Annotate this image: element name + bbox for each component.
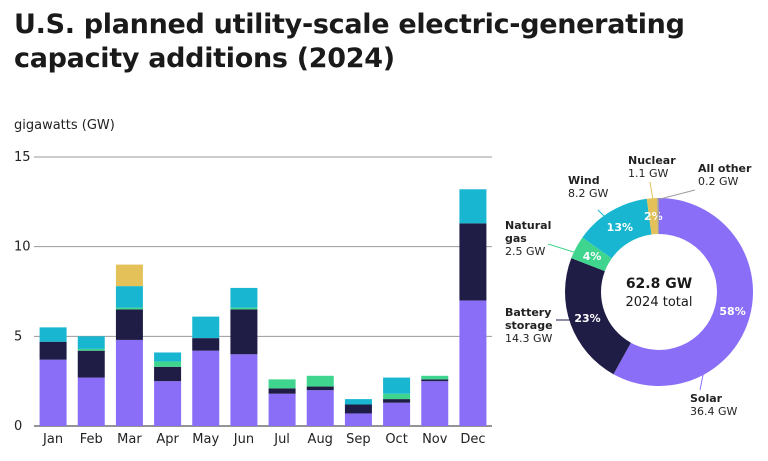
x-tick-label: Jan (42, 432, 63, 447)
callout-name: gas (505, 232, 527, 245)
callout-name: Solar (690, 392, 723, 405)
bar-nov-solar (421, 381, 449, 426)
donut-slice-nuclear (646, 198, 658, 235)
bar-jul-battery-storage (268, 388, 296, 394)
bar-aug-natural-gas (306, 375, 334, 387)
x-tick-label: Jun (233, 432, 254, 447)
bar-mar-battery-storage (115, 309, 143, 340)
x-tick-label: Nov (422, 432, 448, 447)
bar-oct-solar (383, 402, 411, 426)
y-tick-label: 5 (14, 329, 22, 344)
bar-may-solar (192, 350, 220, 426)
bar-aug-solar (306, 390, 334, 426)
callout-line (547, 243, 581, 255)
bar-sep-solar (344, 413, 372, 426)
callout-line (597, 209, 615, 227)
bar-jan-wind (39, 327, 67, 342)
callout-name: Nuclear (628, 154, 676, 167)
callout-line (659, 189, 696, 200)
donut-total-value: 62.8 GW (626, 276, 692, 292)
callout-value: 36.4 GW (690, 405, 738, 418)
bar-mar-wind (115, 286, 143, 308)
bar-mar-natural-gas (115, 307, 143, 310)
donut-percent-label: 2% (644, 210, 663, 223)
bar-dec-solar (459, 300, 487, 426)
callout-value: 8.2 GW (568, 187, 609, 200)
x-tick-label: Feb (80, 432, 103, 447)
y-tick-label: 15 (14, 150, 31, 165)
donut-total-label: 2024 total (626, 295, 693, 310)
x-tick-label: Dec (460, 432, 485, 447)
bar-mar-solar (115, 339, 143, 426)
donut-percent-label: 4% (583, 250, 602, 263)
x-tick-label: Mar (117, 432, 142, 447)
x-tick-label: Sep (346, 432, 371, 447)
bar-jul-natural-gas (268, 379, 296, 389)
bar-oct-natural-gas (383, 393, 411, 400)
x-tick-label: Aug (308, 432, 333, 447)
bar-dec-battery-storage (459, 223, 487, 301)
bar-dec-wind (459, 189, 487, 224)
bar-sep-wind (344, 399, 372, 405)
callout-line (699, 349, 709, 391)
bar-apr-natural-gas (154, 361, 182, 367)
x-tick-label: May (192, 432, 219, 447)
bar-jun-battery-storage (230, 309, 258, 355)
bar-apr-wind (154, 352, 182, 362)
bar-may-wind (192, 316, 220, 339)
donut-slice-all-other (657, 198, 659, 235)
callout-value: 14.3 GW (505, 332, 553, 345)
bar-feb-battery-storage (77, 350, 105, 378)
callout-value: 2.5 GW (505, 245, 546, 258)
callout-name: Battery (505, 306, 551, 319)
donut-slice-natural (571, 237, 612, 272)
bar-may-battery-storage (192, 338, 220, 351)
donut-slice-battery (565, 258, 631, 375)
bar-nov-natural-gas (421, 375, 449, 380)
x-tick-label: Oct (385, 432, 407, 447)
bar-jun-wind (230, 287, 258, 308)
bar-jun-natural-gas (230, 307, 258, 310)
bar-mar-nuclear (115, 264, 143, 287)
x-tick-label: Jul (273, 432, 290, 447)
bar-oct-wind (383, 377, 411, 394)
bar-jul-solar (268, 393, 296, 426)
donut-slice-wind (582, 198, 652, 259)
callout-name: storage (505, 319, 553, 332)
bar-feb-wind (77, 336, 105, 349)
bar-feb-solar (77, 377, 105, 426)
donut-slice-solar (613, 198, 753, 386)
callout-value: 1.1 GW (628, 167, 669, 180)
y-tick-label: 0 (14, 419, 22, 434)
donut-percent-label: 23% (574, 312, 600, 325)
callout-value: 0.2 GW (698, 175, 739, 188)
bar-jan-solar (39, 359, 67, 426)
callout-name: Natural (505, 219, 551, 232)
chart-title: U.S. planned utility-scale electric-gene… (14, 9, 685, 74)
bar-oct-battery-storage (383, 399, 411, 403)
bar-apr-solar (154, 381, 182, 426)
bar-nov-battery-storage (421, 379, 449, 382)
callout-name: All other (698, 162, 752, 175)
donut-percent-label: 13% (607, 221, 633, 234)
bar-feb-natural-gas (77, 348, 105, 351)
x-tick-label: Apr (156, 432, 179, 447)
bar-aug-battery-storage (306, 386, 334, 391)
bar-jun-solar (230, 354, 258, 426)
y-tick-label: 10 (14, 240, 31, 255)
bar-apr-battery-storage (154, 366, 182, 382)
bar-sep-battery-storage (344, 404, 372, 414)
bar-jan-battery-storage (39, 341, 67, 360)
callout-name: Wind (568, 174, 600, 187)
donut-percent-label: 58% (719, 305, 745, 318)
y-axis-label: gigawatts (GW) (14, 118, 115, 133)
callout-line (649, 181, 654, 201)
